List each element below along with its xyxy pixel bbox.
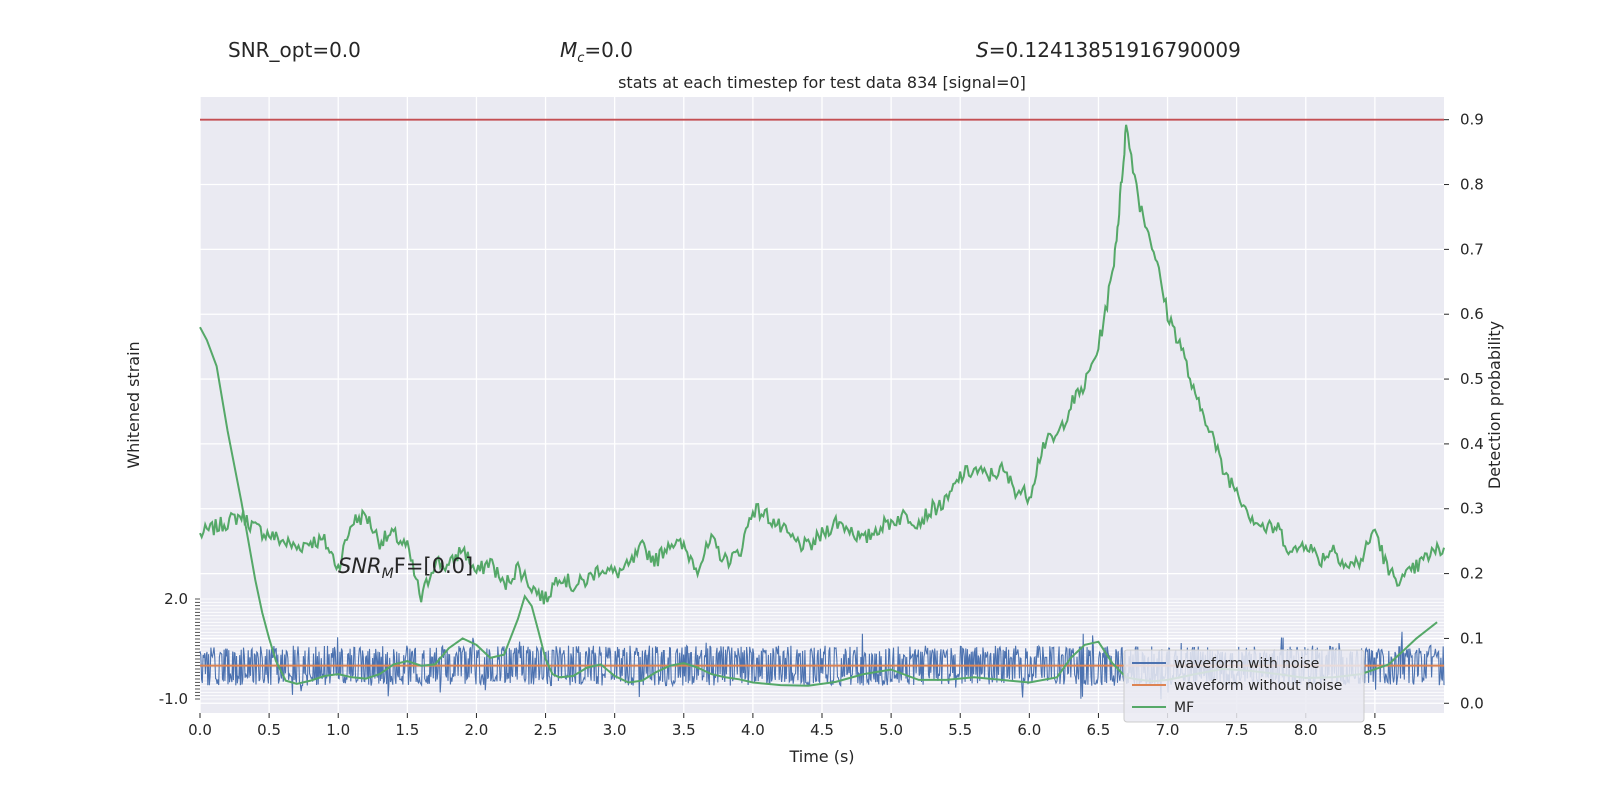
legend-box xyxy=(1123,649,1365,723)
snr-mf-subscript: M xyxy=(382,566,394,582)
right-tick-label: 0.6 xyxy=(1460,305,1484,323)
chirp-mass-label: Mc=0.0 xyxy=(560,38,633,66)
x-tick-label: 5.5 xyxy=(948,721,972,739)
x-tick-label: 2.5 xyxy=(534,721,558,739)
snr-mf-base: SNR xyxy=(338,554,382,578)
right-tick-label: 0.0 xyxy=(1460,694,1484,712)
right-tick-label: 0.7 xyxy=(1460,240,1484,258)
s-statistic-label: S=0.12413851916790009 xyxy=(976,38,1241,62)
x-tick-label: 2.0 xyxy=(465,721,489,739)
x-tick-label: 0.0 xyxy=(188,721,212,739)
right-tick-label: 0.4 xyxy=(1460,435,1484,453)
right-tick-label: 0.2 xyxy=(1460,565,1484,583)
chirp-mass-symbol: M xyxy=(560,38,578,62)
x-tick-label: 7.5 xyxy=(1225,721,1249,739)
x-tick-label: 6.5 xyxy=(1087,721,1111,739)
chirp-mass-value: =0.0 xyxy=(584,38,633,62)
snr-mf-annotation: SNRMF=[0.0] xyxy=(338,554,473,582)
x-tick-label: 1.0 xyxy=(326,721,350,739)
x-tick-label: 8.0 xyxy=(1294,721,1318,739)
x-tick-label: 6.0 xyxy=(1017,721,1041,739)
x-tick-label: 5.0 xyxy=(879,721,903,739)
x-tick-label: 4.5 xyxy=(810,721,834,739)
chart-title: stats at each timestep for test data 834… xyxy=(618,73,1026,92)
s-symbol: S xyxy=(976,38,989,62)
x-tick-label: 0.5 xyxy=(257,721,281,739)
left-axis-label: Whitened strain xyxy=(124,341,143,468)
left-tick-label: -1.0 xyxy=(159,690,188,708)
snr-mf-value: F=[0.0] xyxy=(394,554,473,578)
x-tick-label: 3.5 xyxy=(672,721,696,739)
x-axis-label: Time (s) xyxy=(788,747,854,766)
s-value: =0.12413851916790009 xyxy=(988,38,1241,62)
left-tick-label: 2.0 xyxy=(164,590,188,608)
detection-probability-line xyxy=(199,124,1445,605)
x-tick-label: 1.5 xyxy=(395,721,419,739)
x-tick-label: 3.0 xyxy=(603,721,627,739)
snr-opt-label: SNR_opt=0.0 xyxy=(228,38,361,62)
x-tick-label: 7.0 xyxy=(1156,721,1180,739)
x-tick-label: 4.0 xyxy=(741,721,765,739)
legend-label-noise: waveform with noise xyxy=(1174,656,1319,672)
right-tick-label: 0.1 xyxy=(1460,629,1484,647)
chirp-mass-subscript: c xyxy=(577,51,585,66)
legend-label-mf: MF xyxy=(1174,700,1194,716)
legend-label-clean: waveform without noise xyxy=(1174,678,1342,694)
right-tick-label: 0.9 xyxy=(1460,111,1484,129)
right-axis-label: Detection probability xyxy=(1485,321,1504,489)
right-tick-label: 0.8 xyxy=(1460,176,1484,194)
legend: waveform with noise waveform without noi… xyxy=(1123,649,1365,723)
x-tick-label: 8.5 xyxy=(1363,721,1387,739)
right-tick-label: 0.5 xyxy=(1460,370,1484,388)
right-tick-label: 0.3 xyxy=(1460,500,1484,518)
